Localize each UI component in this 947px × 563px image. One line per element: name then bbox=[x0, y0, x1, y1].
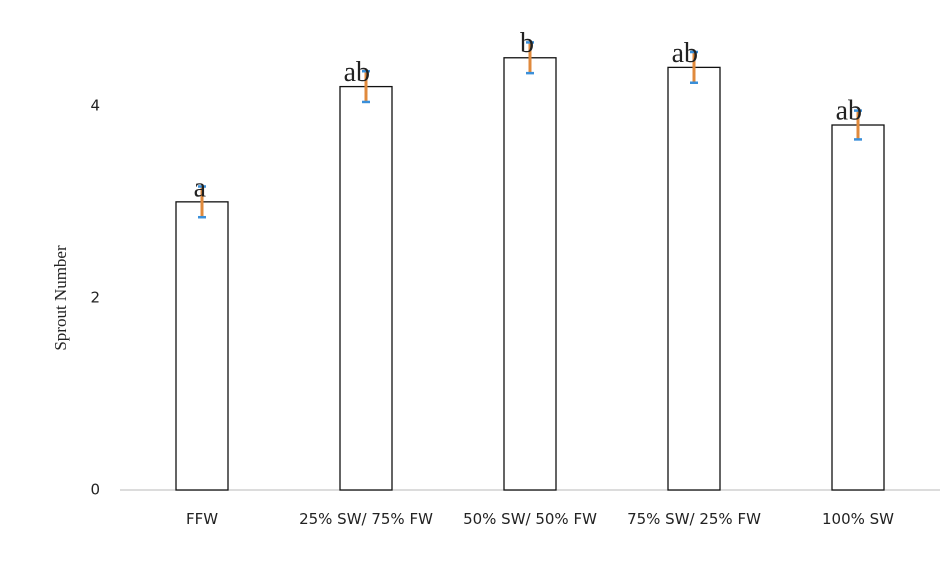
bar bbox=[831, 124, 885, 491]
error-bar bbox=[362, 69, 370, 104]
significance-letter: a bbox=[194, 172, 207, 203]
bar bbox=[667, 66, 721, 491]
significance-letter: ab bbox=[344, 57, 370, 88]
y-tick-label: 0 bbox=[90, 481, 100, 499]
bar bbox=[339, 85, 393, 491]
y-tick-label: 2 bbox=[90, 288, 100, 306]
bar bbox=[175, 201, 229, 491]
error-bar bbox=[690, 50, 698, 84]
y-tick-label: 4 bbox=[90, 96, 100, 114]
x-tick-label: 100% SW bbox=[821, 510, 894, 528]
significance-letter: ab bbox=[836, 95, 862, 126]
x-tick-label: 75% SW/ 25% FW bbox=[627, 510, 761, 528]
x-tick-label: FFW bbox=[185, 510, 219, 528]
error-bar bbox=[198, 185, 206, 219]
error-bar bbox=[526, 41, 534, 75]
significance-letter: b bbox=[520, 28, 534, 59]
x-tick-label: 25% SW/ 75% FW bbox=[299, 510, 433, 528]
y-axis-label: Sprout Number bbox=[51, 245, 70, 351]
significance-letter: ab bbox=[672, 38, 698, 69]
error-bar bbox=[854, 109, 862, 141]
x-tick-label: 50% SW/ 50% FW bbox=[463, 510, 597, 528]
bar bbox=[503, 57, 557, 491]
